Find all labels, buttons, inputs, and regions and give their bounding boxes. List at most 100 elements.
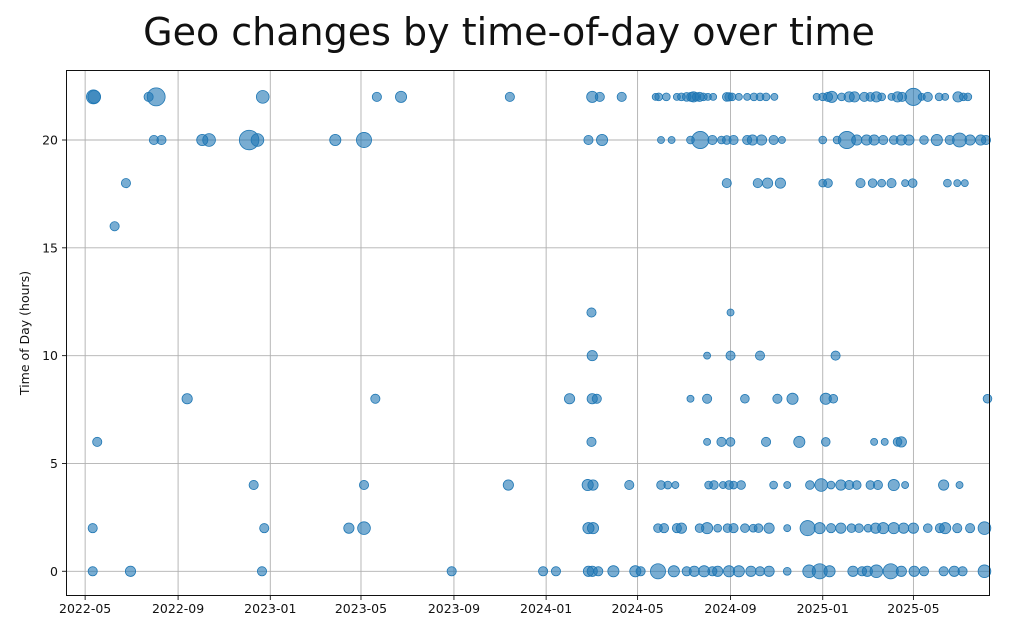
data-point: [359, 480, 370, 491]
x-tick-label: 2024-09: [704, 601, 756, 616]
x-tick-label: 2023-01: [244, 601, 296, 616]
data-point: [887, 522, 900, 535]
data-point: [957, 566, 968, 577]
data-point: [371, 91, 382, 102]
data-point: [923, 523, 933, 533]
data-point: [248, 480, 259, 491]
data-point: [869, 564, 884, 579]
data-point: [702, 393, 713, 404]
data-point: [964, 134, 976, 146]
data-point: [895, 565, 907, 577]
x-tick-label: 2022-09: [152, 601, 204, 616]
data-point: [877, 92, 886, 102]
data-point: [814, 478, 828, 492]
data-point: [725, 437, 736, 447]
data-point: [763, 565, 775, 577]
data-point: [667, 565, 680, 578]
data-point: [868, 134, 880, 146]
x-tick-label: 2024-05: [611, 601, 663, 616]
data-point: [755, 350, 766, 361]
data-point: [662, 92, 671, 102]
data-point: [87, 566, 98, 577]
data-point: [716, 436, 727, 447]
data-point: [124, 565, 137, 577]
data-point: [667, 136, 676, 144]
data-point: [847, 565, 859, 577]
data-point: [877, 522, 890, 535]
data-point: [938, 479, 950, 491]
data-point: [825, 90, 838, 103]
data-point: [855, 178, 866, 189]
y-axis-label: Time of Day (hours): [17, 271, 32, 396]
data-point: [586, 522, 599, 535]
data-point: [256, 566, 267, 577]
data-point: [753, 523, 764, 533]
data-point: [502, 479, 514, 491]
data-point: [778, 136, 786, 144]
data-point: [701, 522, 714, 535]
data-point: [87, 90, 101, 104]
data-point: [755, 134, 768, 146]
data-point: [591, 393, 602, 404]
data-point: [786, 392, 799, 405]
data-point: [255, 90, 270, 104]
data-point: [691, 131, 710, 149]
data-point: [740, 523, 750, 533]
data-point: [943, 178, 952, 188]
data-point: [755, 566, 766, 577]
data-point: [963, 92, 973, 102]
grid-lines: [67, 71, 989, 595]
axis-ticks: 2022-05 2022-09 2023-01 2023-05 2023-09 2024-…: [42, 133, 939, 616]
data-point: [880, 437, 889, 446]
data-point: [356, 132, 372, 148]
data-point: [202, 133, 216, 147]
data-point: [650, 563, 666, 580]
data-point: [657, 136, 665, 144]
data-point: [821, 437, 831, 447]
data-point: [675, 522, 687, 534]
data-point: [593, 566, 604, 577]
data-point: [835, 522, 847, 534]
data-point: [907, 178, 918, 188]
data-point: [828, 394, 839, 404]
data-point: [922, 91, 933, 102]
data-points: [86, 87, 993, 580]
data-point: [727, 92, 737, 102]
data-point: [607, 565, 620, 578]
y-tick-label: 5: [50, 456, 58, 471]
data-point: [712, 565, 724, 577]
data-point: [854, 523, 864, 533]
data-point: [87, 523, 98, 534]
data-point: [870, 437, 879, 446]
plot-frame: [66, 70, 990, 596]
data-point: [939, 522, 952, 535]
x-tick-label: 2025-01: [797, 601, 849, 616]
data-point: [851, 480, 862, 490]
data-point: [596, 134, 609, 146]
y-tick-label: 20: [42, 133, 58, 148]
data-point: [813, 522, 826, 535]
data-point: [818, 135, 828, 145]
data-point: [805, 480, 815, 490]
data-point: [329, 134, 342, 146]
x-tick-label: 2023-05: [335, 601, 387, 616]
data-point: [663, 480, 673, 490]
data-point: [745, 565, 757, 577]
data-point: [709, 480, 719, 490]
data-point: [564, 393, 576, 405]
data-point: [250, 133, 265, 147]
data-point: [953, 179, 962, 188]
data-point: [782, 566, 792, 576]
y-tick-label: 15: [42, 240, 58, 255]
data-point: [109, 221, 120, 232]
data-point: [736, 480, 746, 490]
data-point: [770, 92, 779, 101]
data-point: [370, 393, 381, 404]
data-point: [895, 436, 907, 448]
data-point: [713, 523, 722, 533]
data-point: [726, 308, 735, 317]
data-point: [146, 87, 166, 107]
data-point: [686, 394, 695, 403]
data-point: [867, 178, 878, 188]
data-point: [120, 178, 131, 189]
